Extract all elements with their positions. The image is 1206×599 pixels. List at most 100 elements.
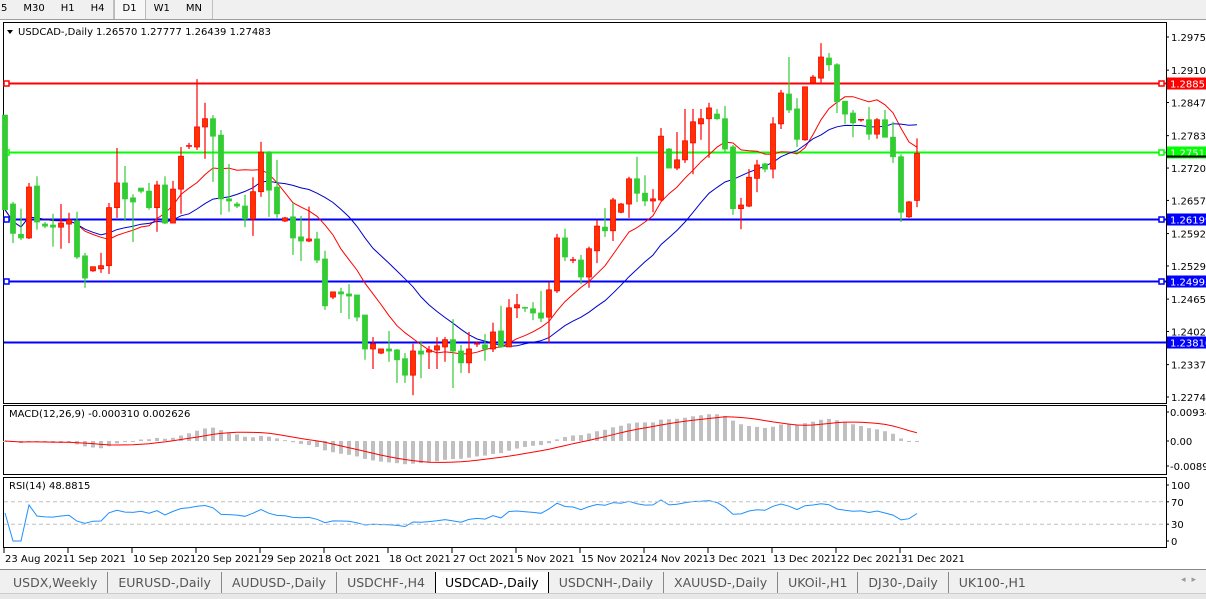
candle-body (746, 176, 752, 207)
rsi-axis-label: 0 (1171, 537, 1177, 548)
candle (354, 294, 360, 322)
chart-tab[interactable]: EURUSD-,Daily (107, 572, 221, 594)
candle-body (114, 182, 120, 209)
candle (506, 299, 512, 348)
date-axis-label: 18 Oct 2021 (389, 554, 451, 565)
candle (74, 211, 80, 260)
candle-body (778, 92, 784, 125)
macd-histogram-bar (467, 441, 471, 458)
timeframe-button-m30[interactable]: M30 (23, 3, 45, 14)
scroll-right-icon[interactable]: ▸ (1191, 575, 1202, 585)
line-anchor-handle[interactable] (3, 80, 10, 87)
candle-body (690, 121, 696, 144)
timeframe-button-w1[interactable]: W1 (153, 3, 170, 14)
timeframe-button-mn[interactable]: MN (185, 3, 202, 14)
line-anchor-handle[interactable] (1158, 216, 1165, 223)
candle-body (42, 223, 48, 227)
macd-histogram-bar (851, 424, 855, 441)
line-anchor-handle[interactable] (1158, 80, 1165, 87)
candle-body (426, 349, 432, 353)
chart-tab[interactable]: UKOil-,H1 (777, 572, 857, 594)
chart-ohlc-values: 1.26570 1.27777 1.26439 1.27483 (96, 27, 271, 38)
candle-body (266, 151, 272, 191)
candle (770, 117, 776, 179)
candle-body (122, 182, 128, 200)
macd-histogram-bar (699, 415, 703, 441)
date-axis-label: 23 Aug 2021 (5, 554, 69, 565)
chart-tab[interactable]: USDCAD-,Daily (434, 572, 549, 594)
candle-body (554, 237, 560, 292)
candle (18, 208, 24, 240)
macd-histogram-bar (571, 435, 575, 441)
macd-histogram-bar (315, 441, 319, 447)
candle-body (866, 119, 872, 135)
macd-histogram-bar (219, 430, 223, 441)
chart-tab[interactable]: DJ30-,Daily (857, 572, 947, 594)
line-anchor-handle[interactable] (3, 216, 10, 223)
line-anchor-handle[interactable] (3, 278, 10, 285)
candle (546, 282, 552, 343)
macd-histogram-bar (363, 441, 367, 459)
candle-body (834, 64, 840, 103)
price-line-label: 1.26199 (1170, 216, 1206, 227)
candle-body (162, 184, 168, 224)
macd-axis-label: 0.009345 (1170, 408, 1206, 419)
macd-histogram-bar (635, 422, 639, 441)
rsi-line (4, 499, 918, 542)
candle (418, 340, 424, 379)
macd-histogram-bar (483, 441, 487, 456)
chart-tab[interactable]: USDX,Weekly (13, 575, 98, 590)
candle-body (874, 119, 880, 135)
chart-tab[interactable]: AUDUSD-,Daily (220, 572, 336, 594)
line-anchor-handle[interactable] (1158, 278, 1165, 285)
chart-tab[interactable]: XAUUSD-,Daily (663, 572, 777, 594)
macd-histogram-bar (747, 425, 751, 441)
macd-histogram-bar (659, 419, 663, 441)
candle (154, 180, 160, 232)
macd-histogram-bar (891, 433, 895, 441)
chart-tab[interactable]: UK100-,H1 (947, 572, 1036, 594)
candle (434, 337, 440, 369)
candle-body (530, 308, 536, 314)
chart-tab[interactable]: USDCNH-,Daily (558, 575, 654, 590)
macd-histogram-bar (459, 441, 463, 459)
candle (802, 86, 808, 141)
candle (402, 353, 408, 383)
scroll-left-icon[interactable]: ◂ (1180, 575, 1192, 585)
macd-histogram-bar (91, 441, 95, 448)
timeframe-button-5[interactable]: 5 (1, 3, 8, 14)
dropdown-triangle-icon[interactable] (7, 30, 13, 34)
line-anchor-handle[interactable] (1158, 149, 1165, 156)
macd-histogram-bar (739, 424, 743, 441)
candle-body (2, 114, 8, 211)
timeframe-toolbar: 5 M30 H1 H4 D1 W1 MN (0, 0, 1206, 20)
candle (522, 306, 528, 312)
price-line-label-bg (1167, 77, 1206, 90)
candle (194, 79, 200, 151)
candle (370, 337, 376, 369)
timeframe-button-d1[interactable]: D1 (113, 0, 146, 19)
candle (690, 108, 696, 175)
candle (578, 254, 584, 285)
candle (914, 138, 920, 208)
macd-histogram-bar (779, 424, 783, 441)
candle-body (562, 237, 568, 258)
timeframe-button-h4[interactable]: H4 (90, 3, 105, 14)
candle-body (538, 312, 544, 319)
candle-body (418, 350, 424, 355)
candle (202, 102, 208, 159)
candle-body (514, 304, 520, 309)
candle (570, 256, 576, 264)
candle (138, 187, 144, 194)
candle-body (674, 159, 680, 169)
candle (298, 215, 304, 262)
price-axis-label: 1.29750 (1171, 33, 1206, 44)
timeframe-button-h1[interactable]: H1 (60, 3, 75, 14)
macd-histogram-bar (131, 440, 135, 442)
macd-histogram-bar (603, 429, 607, 441)
price-axis-label: 1.22745 (1171, 393, 1206, 404)
chart-tab[interactable]: USDCHF-,H4 (336, 572, 435, 594)
macd-histogram-bar (675, 418, 679, 441)
candle-body (290, 216, 296, 239)
